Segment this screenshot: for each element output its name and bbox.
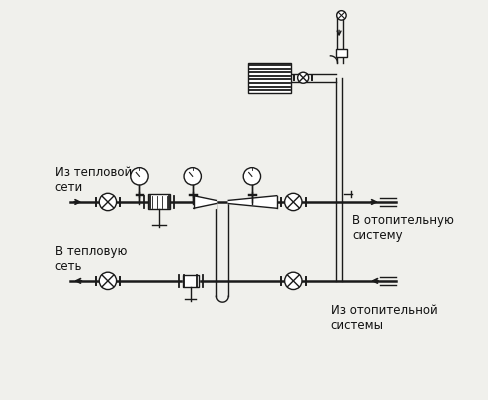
Circle shape (337, 11, 346, 20)
Circle shape (298, 72, 309, 83)
Polygon shape (228, 196, 277, 208)
Text: Из отопительной
системы: Из отопительной системы (331, 304, 438, 332)
Circle shape (99, 272, 117, 290)
Polygon shape (194, 196, 216, 208)
Circle shape (131, 168, 148, 185)
Text: В тепловую
сеть: В тепловую сеть (55, 245, 127, 273)
Polygon shape (183, 275, 199, 287)
FancyBboxPatch shape (148, 194, 170, 210)
Circle shape (285, 272, 302, 290)
FancyBboxPatch shape (336, 49, 347, 57)
Circle shape (243, 168, 261, 185)
Circle shape (285, 193, 302, 211)
Text: Из тепловой
сети: Из тепловой сети (55, 166, 132, 194)
Polygon shape (194, 196, 216, 208)
FancyBboxPatch shape (248, 63, 291, 92)
Text: В отопительную
систему: В отопительную систему (352, 214, 454, 242)
Circle shape (184, 168, 202, 185)
Circle shape (99, 193, 117, 211)
